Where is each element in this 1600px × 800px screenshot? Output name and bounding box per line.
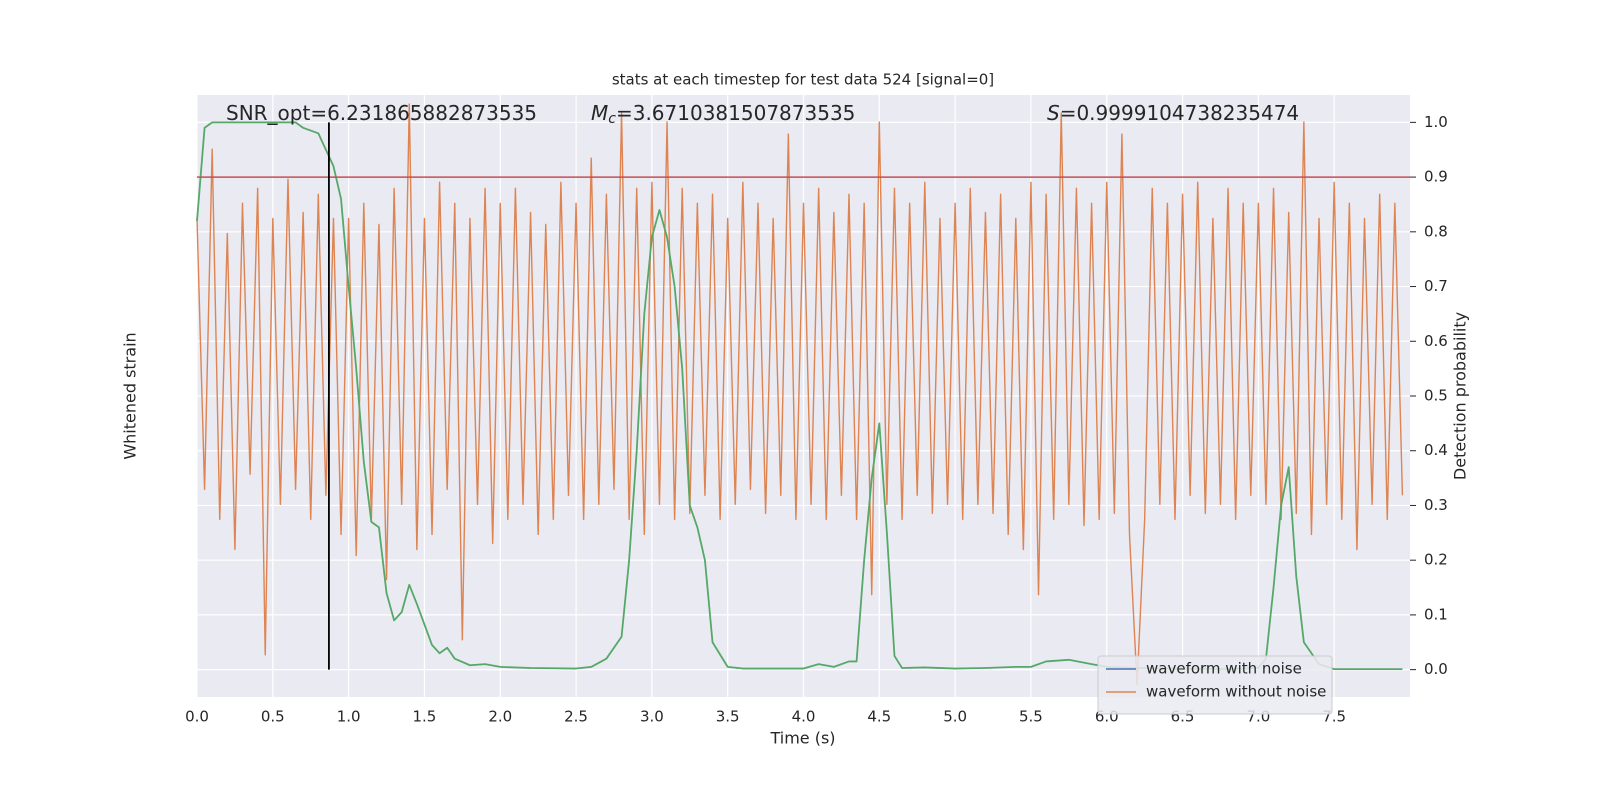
annotation-symbol: M — [591, 101, 608, 125]
x-tick-label: 3.0 — [640, 708, 664, 726]
x-tick-label: 1.5 — [413, 708, 437, 726]
y2-tick-label: 0.9 — [1424, 168, 1448, 186]
x-tick-label: 3.5 — [716, 708, 740, 726]
y2-tick-label: 0.2 — [1424, 551, 1448, 569]
x-tick-label: 2.5 — [564, 708, 588, 726]
annotation: S=0.9999104738235474 — [1047, 101, 1299, 125]
x-tick-label: 4.0 — [792, 708, 816, 726]
annotation-subscript: c — [608, 111, 616, 127]
x-tick-label: 1.0 — [337, 708, 361, 726]
y2-tick-label: 0.6 — [1424, 332, 1448, 350]
y2-tick-label: 0.3 — [1424, 496, 1448, 514]
y2-tick-label: 0.7 — [1424, 277, 1448, 295]
series-line — [196, 103, 1404, 686]
annotation-text: SNR_opt=6.231865882873535 — [226, 101, 537, 125]
annotation: Mc=3.6710381507873535 — [591, 101, 855, 128]
x-tick-label: 2.0 — [488, 708, 512, 726]
chart-title: stats at each timestep for test data 524… — [612, 71, 994, 89]
annotation-symbol: S — [1047, 101, 1060, 125]
annotation-text: =3.6710381507873535 — [616, 101, 855, 125]
y2-tick-label: 0.4 — [1424, 441, 1448, 459]
y-axis-label: Whitened strain — [121, 332, 140, 459]
x-tick-label: 0.5 — [261, 708, 285, 726]
x-tick-label: 4.5 — [867, 708, 891, 726]
y2-axis-label: Detection probability — [1451, 312, 1470, 480]
x-axis-label: Time (s) — [769, 729, 835, 748]
legend-box — [1097, 655, 1333, 715]
annotation: SNR_opt=6.231865882873535 — [226, 101, 537, 125]
x-tick-label: 5.5 — [1019, 708, 1043, 726]
annotation-text: =0.9999104738235474 — [1060, 101, 1299, 125]
x-tick-label: 0.0 — [185, 708, 209, 726]
x-tick-label: 5.0 — [943, 708, 967, 726]
y2-tick-label: 0.0 — [1424, 660, 1448, 678]
y2-tick-label: 0.1 — [1424, 605, 1448, 623]
y2-tick-label: 0.8 — [1424, 222, 1448, 240]
legend-label: waveform without noise — [1146, 683, 1326, 701]
y2-tick-label: 0.5 — [1424, 387, 1448, 405]
y2-tick-label: 1.0 — [1424, 113, 1448, 131]
legend-label: waveform with noise — [1146, 660, 1302, 678]
